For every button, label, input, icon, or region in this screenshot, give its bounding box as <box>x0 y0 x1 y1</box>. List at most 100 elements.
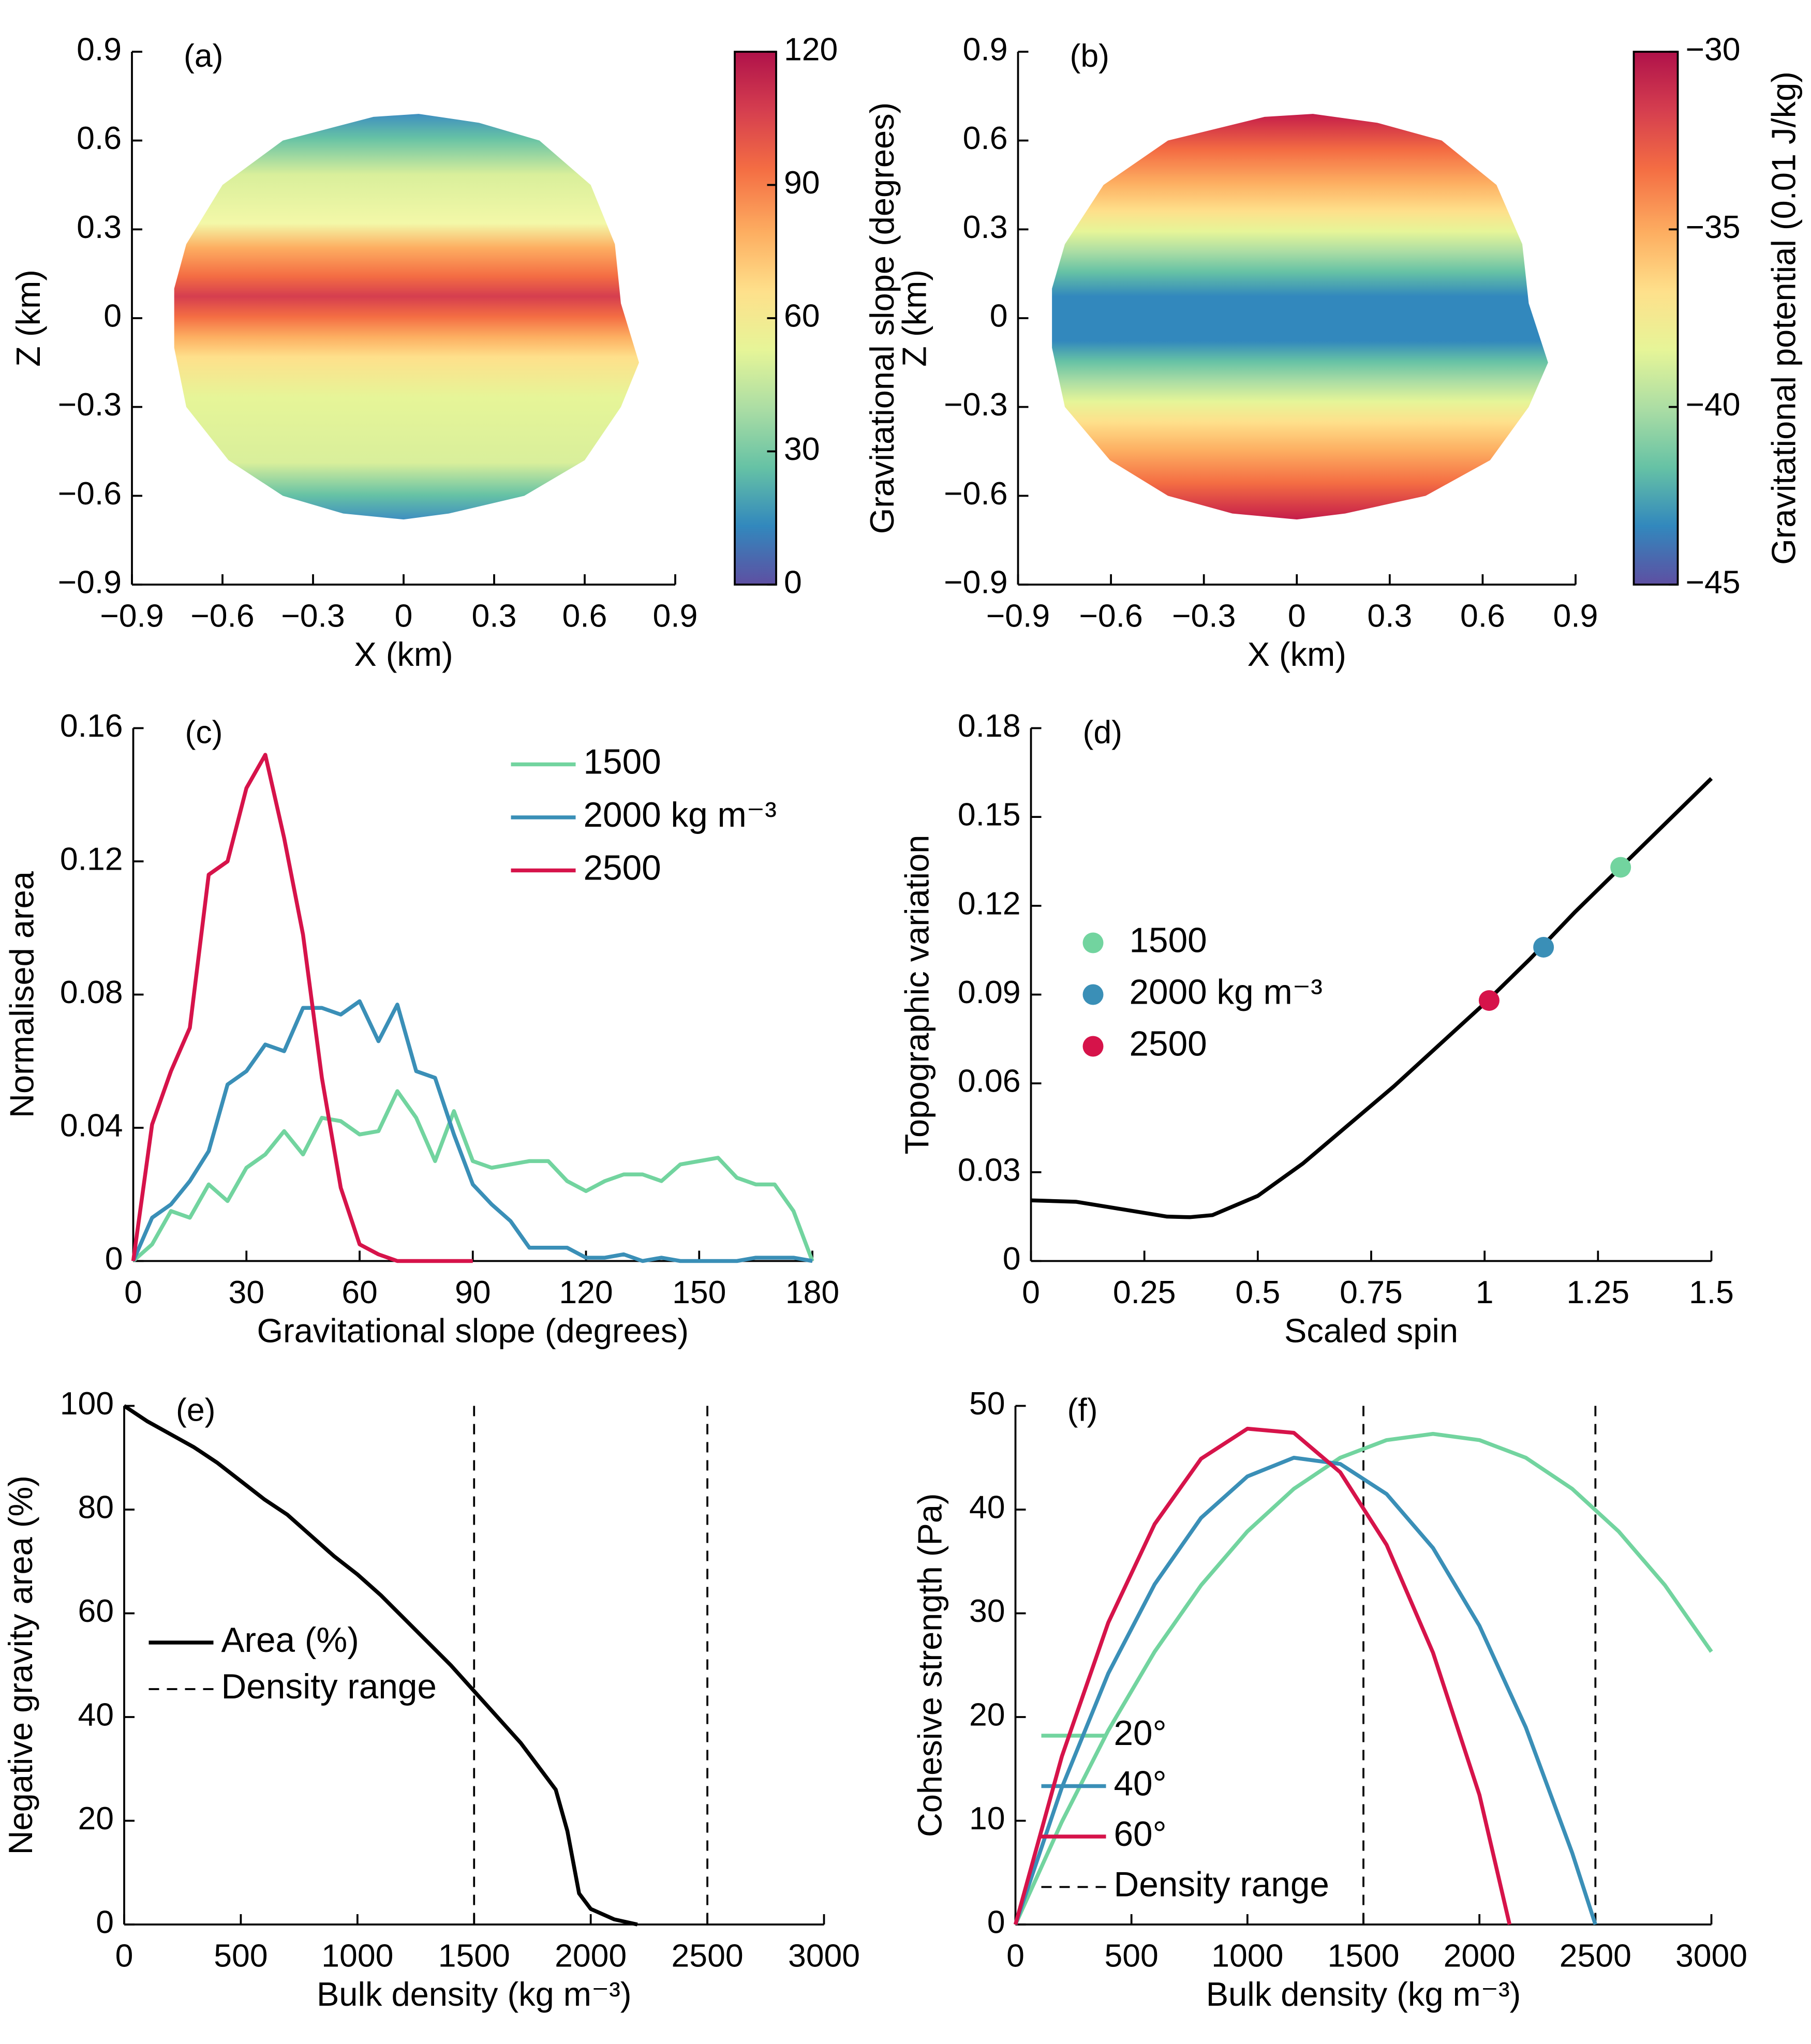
panel-label: (a) <box>184 38 223 74</box>
x-tick-label: 1000 <box>1211 1938 1283 1974</box>
y-tick-label: 0.16 <box>60 708 123 744</box>
y-tick-label: 0.3 <box>963 209 1008 245</box>
y-tick-label: −0.3 <box>944 386 1007 423</box>
y-tick-label: 0.15 <box>958 797 1021 833</box>
x-tick-label: 0.6 <box>562 598 607 634</box>
point <box>1478 990 1500 1011</box>
y-tick-label: 0 <box>103 298 122 334</box>
panel-label: (f) <box>1067 1392 1098 1428</box>
colorbar-tick-label: −35 <box>1686 209 1741 245</box>
x-tick-label: −0.9 <box>100 598 164 634</box>
y-tick-label: 0 <box>987 1904 1005 1941</box>
x-tick-label: 0.75 <box>1340 1274 1403 1310</box>
y-tick-label: 0 <box>1003 1241 1021 1277</box>
legend-label: Density range <box>221 1667 437 1706</box>
x-tick-label: 2000 <box>555 1938 627 1974</box>
panel-label: (b) <box>1070 38 1109 74</box>
x-tick-label: 0 <box>395 598 413 634</box>
curve <box>1031 777 1713 1219</box>
legend-label: 2000 kg m⁻³ <box>1130 973 1323 1011</box>
y-tick-label: 0.09 <box>958 974 1021 1010</box>
y-tick-label: 0.9 <box>77 32 122 68</box>
panel-label: (c) <box>185 714 223 751</box>
y-tick-label: 0.04 <box>60 1108 123 1144</box>
x-tick-label: 2500 <box>672 1938 744 1974</box>
x-tick-label: 180 <box>785 1274 839 1310</box>
y-tick-label: −0.9 <box>944 564 1007 601</box>
x-tick-label: 3000 <box>1675 1938 1747 1974</box>
x-tick-label: 0.25 <box>1113 1274 1176 1310</box>
series-line <box>131 753 473 1263</box>
y-tick-label: −0.6 <box>58 475 122 512</box>
legend-label: 2500 <box>1130 1024 1207 1063</box>
point <box>1533 936 1554 958</box>
legend-marker <box>1082 1036 1104 1057</box>
y-tick-label: 0.06 <box>958 1063 1021 1099</box>
y-tick-label: 40 <box>969 1489 1005 1526</box>
x-tick-label: 2000 <box>1444 1938 1516 1974</box>
panel-label: (e) <box>176 1392 215 1428</box>
x-tick-label: −0.9 <box>986 598 1050 634</box>
legend-label: 40° <box>1114 1764 1167 1803</box>
x-tick-label: −0.3 <box>1172 598 1236 634</box>
x-axis-label: Scaled spin <box>1284 1312 1458 1350</box>
y-tick-label: 0.08 <box>60 974 123 1010</box>
legend-marker <box>1082 932 1104 953</box>
y-axis-label: Z (km) <box>896 270 933 367</box>
y-tick-label: 50 <box>969 1385 1005 1422</box>
x-tick-label: 60 <box>342 1274 378 1310</box>
legend-marker <box>1082 984 1104 1005</box>
x-tick-label: 0 <box>1006 1938 1025 1974</box>
series-line <box>123 1404 638 1927</box>
y-tick-label: 30 <box>969 1593 1005 1629</box>
x-tick-label: 0.5 <box>1235 1274 1280 1310</box>
y-tick-label: 100 <box>60 1385 114 1422</box>
y-tick-label: 10 <box>969 1800 1005 1837</box>
x-tick-label: 0 <box>115 1938 133 1974</box>
legend-label: 60° <box>1114 1815 1167 1854</box>
colorbar-tick-label: 90 <box>784 165 820 201</box>
x-axis-label: Bulk density (kg m⁻³) <box>1206 1975 1521 2013</box>
y-tick-label: 40 <box>78 1697 114 1733</box>
colorbar-tick-label: 30 <box>784 431 820 467</box>
y-tick-label: 0.18 <box>958 708 1021 744</box>
y-tick-label: 0 <box>990 298 1008 334</box>
y-tick-label: 0.03 <box>958 1152 1021 1188</box>
x-tick-label: 1500 <box>1327 1938 1399 1974</box>
legend-label: 2500 <box>584 848 661 887</box>
colorbar-label: Gravitational slope (degrees) <box>863 102 901 534</box>
x-tick-label: 1000 <box>321 1938 393 1974</box>
legend-label: Density range <box>1114 1865 1329 1904</box>
x-tick-label: 1 <box>1476 1274 1494 1310</box>
asteroid-surface <box>174 114 639 520</box>
x-tick-label: −0.3 <box>281 598 345 634</box>
panel-label: (d) <box>1083 714 1122 751</box>
y-tick-label: 0.12 <box>958 885 1021 921</box>
x-tick-label: 500 <box>1105 1938 1159 1974</box>
x-axis-label: X (km) <box>354 635 453 673</box>
x-axis-label: Gravitational slope (degrees) <box>257 1312 689 1350</box>
x-tick-label: 0.9 <box>653 598 698 634</box>
y-tick-label: 0.9 <box>963 32 1008 68</box>
y-tick-label: −0.3 <box>58 386 122 423</box>
x-tick-label: 90 <box>455 1274 491 1310</box>
y-tick-label: 0.3 <box>77 209 122 245</box>
y-axis-label: Negative gravity area (%) <box>2 1475 39 1855</box>
x-tick-label: 150 <box>672 1274 726 1310</box>
colorbar-tick-label: −45 <box>1686 564 1741 601</box>
y-axis-label: Z (km) <box>9 270 47 367</box>
colorbar-tick-label: 120 <box>784 32 838 68</box>
x-tick-label: 0.3 <box>472 598 517 634</box>
x-tick-label: 1500 <box>438 1938 510 1974</box>
y-tick-label: 0.6 <box>77 120 122 156</box>
x-tick-label: 0.3 <box>1367 598 1412 634</box>
asteroid-surface <box>1052 114 1548 520</box>
x-tick-label: 0 <box>1022 1274 1040 1310</box>
x-tick-label: 0.6 <box>1460 598 1505 634</box>
x-tick-label: 1.5 <box>1689 1274 1734 1310</box>
series-line <box>1014 1431 1713 1926</box>
x-tick-label: 0.9 <box>1553 598 1598 634</box>
series-line <box>132 1089 814 1263</box>
y-tick-label: −0.6 <box>944 475 1007 512</box>
